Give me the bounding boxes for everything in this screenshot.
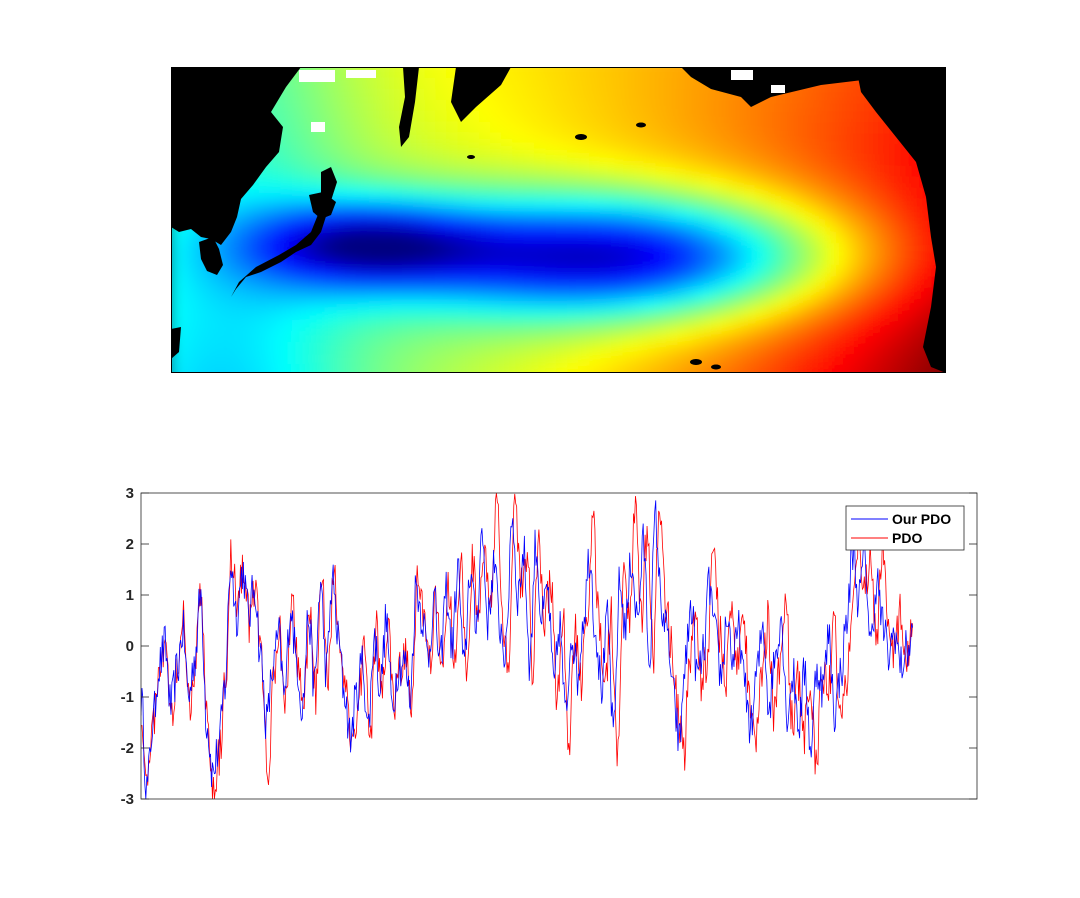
missing-data-patch	[771, 85, 785, 93]
legend-label-our-pdo: Our PDO	[892, 511, 951, 527]
island	[636, 122, 646, 128]
y-tick-label: -2	[121, 740, 134, 757]
philippines-landmass	[171, 327, 181, 359]
kamchatka-landmass	[451, 67, 511, 122]
sakhalin-landmass	[399, 67, 419, 147]
legend-box	[845, 505, 965, 551]
north-america-landmass	[856, 67, 946, 373]
y-tick-label: 3	[126, 485, 134, 502]
series-line-pdo	[141, 493, 914, 799]
y-tick-label: -3	[121, 791, 134, 808]
map-figure	[171, 67, 946, 373]
landmass-group	[171, 67, 946, 373]
y-tick-label: 0	[126, 638, 134, 655]
y-tick-label: 2	[126, 536, 134, 553]
pdo-timeseries-chart: -3 -2 -1 0 1 2 3 Our PDO PDO	[0, 470, 1080, 830]
y-tick-label: -1	[121, 689, 134, 706]
sst-field	[171, 67, 946, 373]
y-axis: -3 -2 -1 0 1 2 3	[121, 485, 977, 808]
japan-landmass	[231, 167, 337, 297]
legend-label-pdo: PDO	[892, 530, 922, 546]
island	[575, 134, 587, 140]
sst-pattern-map	[171, 67, 946, 373]
missing-data-patch	[311, 122, 325, 132]
legend: Our PDO PDO	[845, 505, 965, 551]
island	[690, 359, 702, 365]
hokkaido-landmass	[309, 192, 336, 219]
asia-landmass	[171, 67, 301, 245]
korea-landmass	[199, 237, 223, 275]
missing-data-patch	[731, 70, 753, 80]
chart-figure: -3 -2 -1 0 1 2 3 Our PDO PDO	[121, 485, 978, 808]
island	[711, 364, 721, 370]
map-frame	[171, 67, 946, 373]
y-tick-label: 1	[126, 587, 134, 604]
series-line-our-pdo	[141, 500, 914, 799]
missing-data-patch	[346, 70, 376, 78]
island	[467, 155, 475, 159]
series-lines	[141, 493, 914, 799]
missing-data-patch	[299, 70, 335, 82]
